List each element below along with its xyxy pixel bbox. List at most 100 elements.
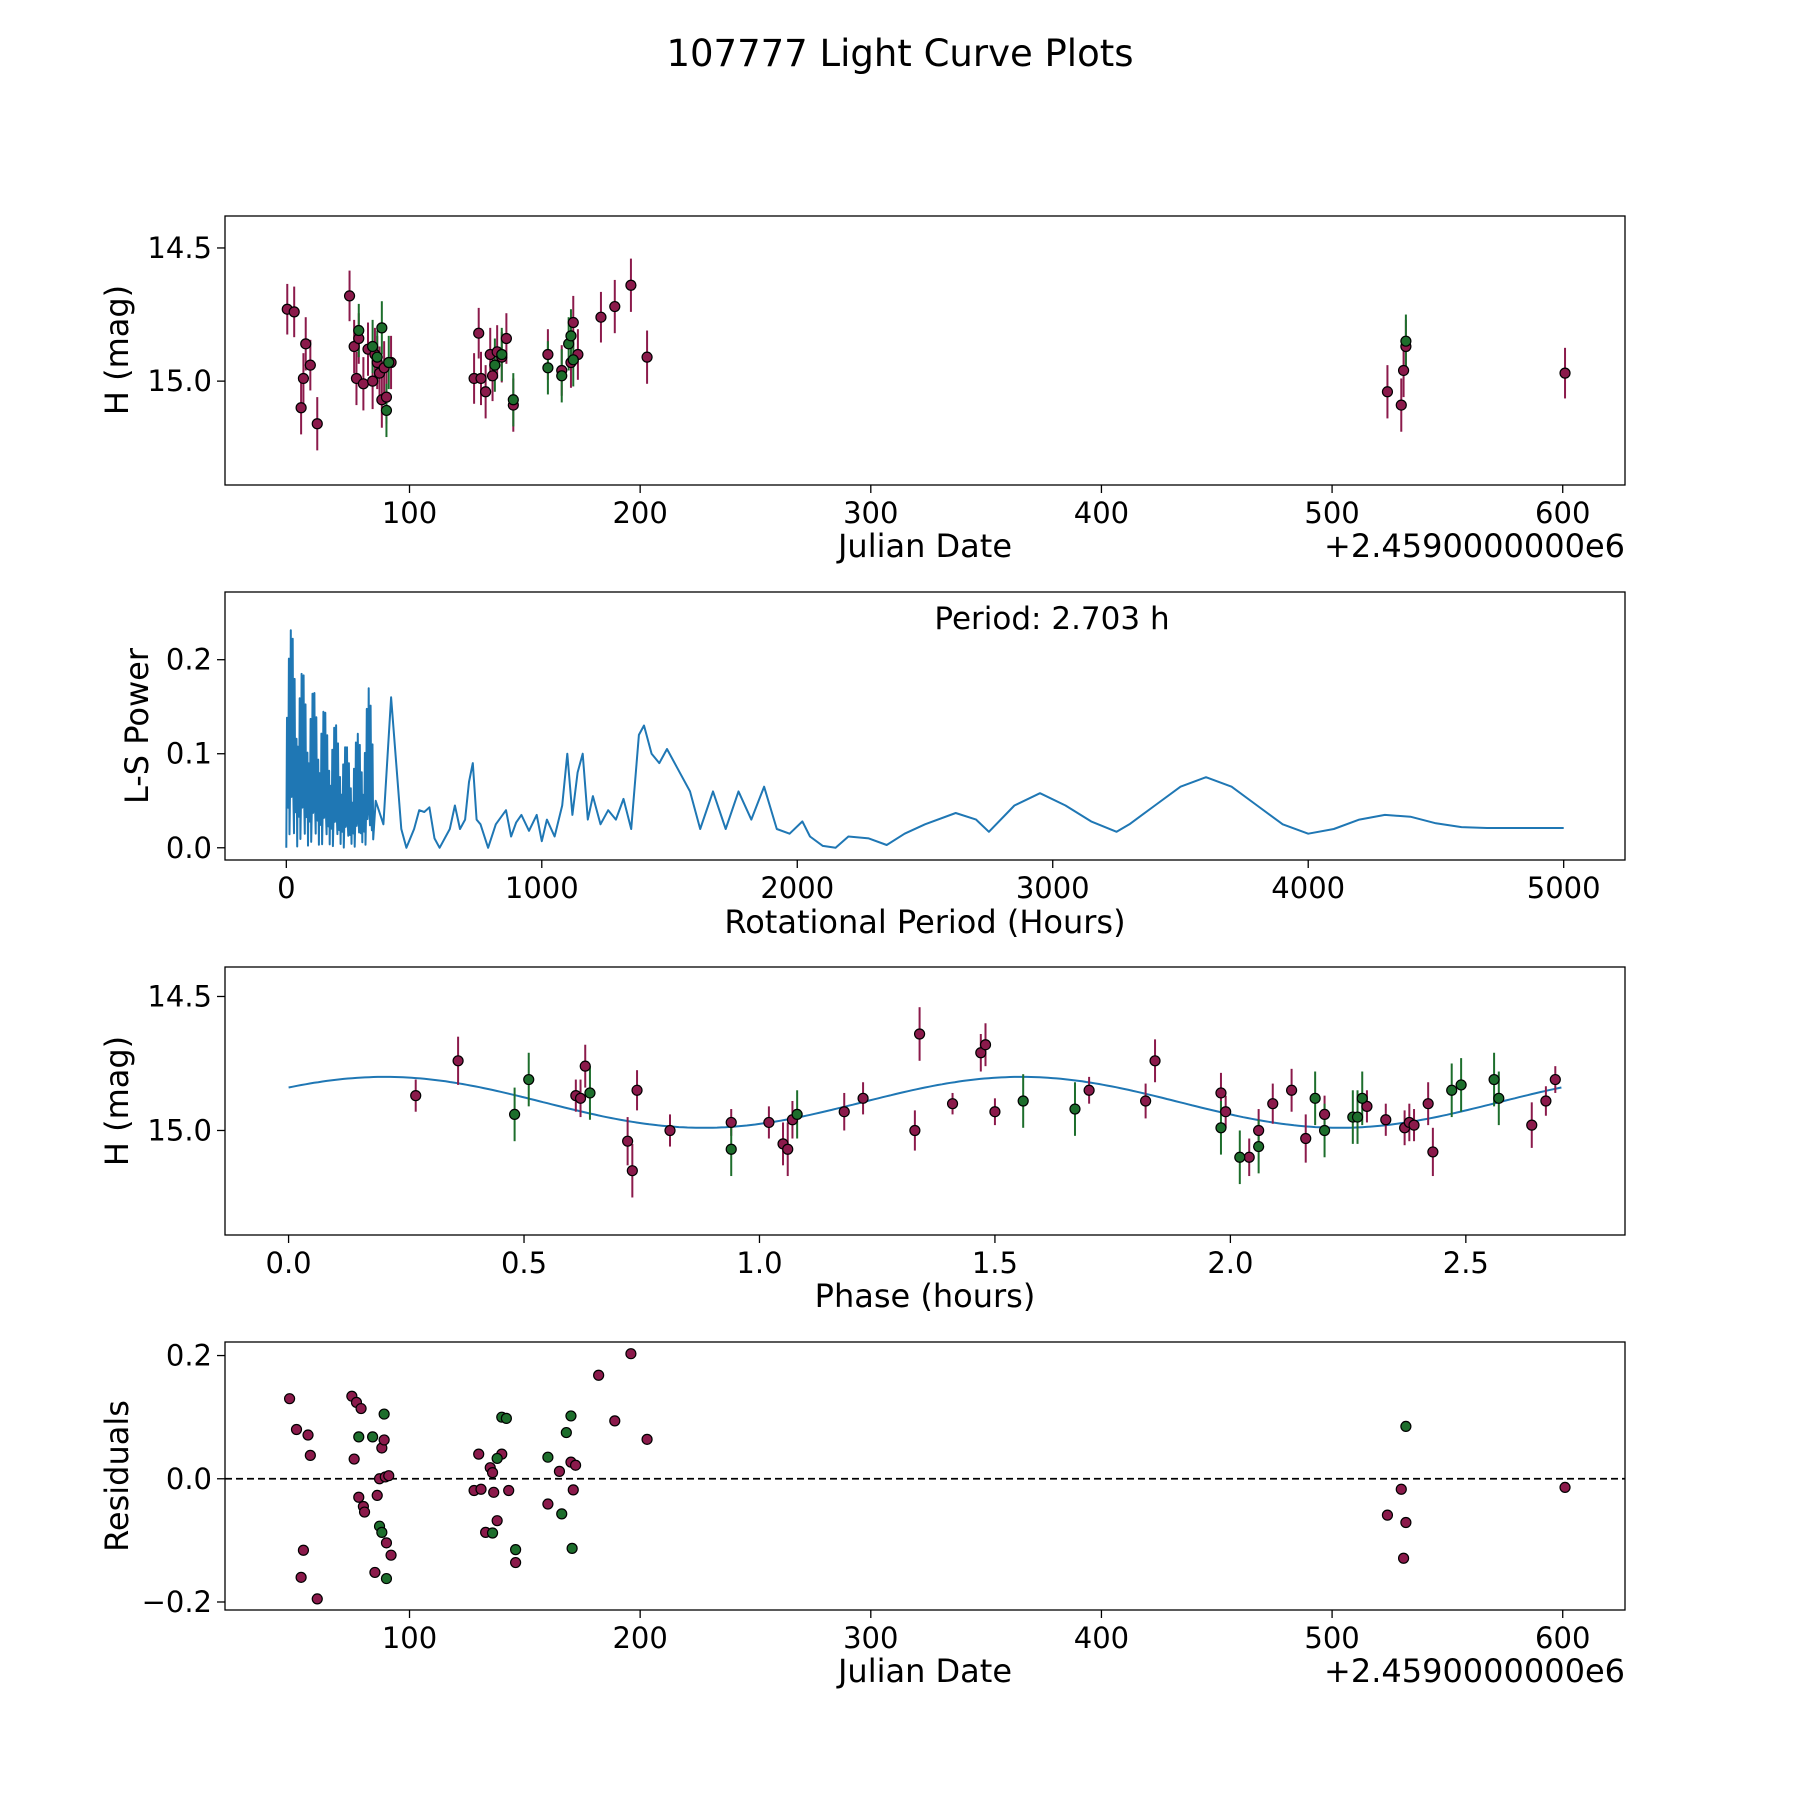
lightcurve-point (353, 324, 365, 337)
residuals-point (475, 1483, 487, 1495)
lightcurve-point (542, 348, 554, 361)
residuals-point (367, 1431, 379, 1443)
residuals-point (641, 1433, 653, 1445)
phased-point (1253, 1140, 1265, 1153)
phased-point (1427, 1146, 1439, 1158)
residuals-point (378, 1434, 390, 1446)
phased-point (989, 1106, 1001, 1118)
lightcurve-point (500, 332, 512, 345)
phased-point (509, 1108, 521, 1121)
residuals-point (569, 1459, 582, 1471)
lightcurve-point (486, 370, 499, 382)
phased-point (1069, 1103, 1081, 1115)
phased-point (1140, 1095, 1152, 1107)
periodogram-xtick-label: 2000 (760, 871, 834, 905)
phased-point (1215, 1122, 1227, 1134)
lightcurve-point (1400, 335, 1412, 347)
lightcurve-point (475, 372, 487, 385)
phased-point (946, 1098, 959, 1110)
lightcurve-point (297, 372, 310, 385)
residuals-point (609, 1415, 621, 1427)
phased-point (1422, 1098, 1434, 1110)
lightcurve-point (556, 370, 568, 382)
phased-point (1549, 1073, 1561, 1086)
phased-point (913, 1028, 926, 1040)
residuals-point (565, 1410, 577, 1422)
residuals-point (383, 1470, 395, 1482)
phased-point (725, 1143, 737, 1155)
lightcurve-point (295, 402, 307, 414)
residuals-point (358, 1506, 371, 1518)
periodogram-panel: 0 1000 2000 3000 4000 5000 0.0 0.1 0.2 Period: 2… (118, 591, 1626, 941)
residuals-point (304, 1449, 316, 1461)
phased-point (626, 1165, 638, 1177)
residuals-point (348, 1453, 360, 1465)
residuals-point (486, 1467, 499, 1479)
phased-xtick-label: 0.5 (501, 1246, 547, 1280)
lightcurve-point (1381, 386, 1394, 398)
phased-point (622, 1135, 634, 1147)
phased-point (791, 1108, 803, 1121)
phased-point (1309, 1092, 1321, 1104)
residuals-point (486, 1527, 499, 1539)
phased-point (857, 1092, 869, 1104)
phased-point (1526, 1119, 1538, 1131)
residuals-point (510, 1544, 522, 1556)
lightcurve-ticks: 100 200 300 400 500 600 15.0 14.5 (147, 231, 1590, 530)
phased-axes-frame (224, 966, 1626, 1236)
residuals-xtick-label: 500 (1304, 1621, 1359, 1655)
phased-xlabel: Phase (hours) (815, 1277, 1036, 1315)
phased-point (1488, 1073, 1500, 1086)
lightcurve-xtick-label: 500 (1304, 496, 1359, 530)
residuals-point (378, 1408, 390, 1420)
lightcurve-point (357, 378, 369, 390)
phased-point (979, 1039, 992, 1051)
lightcurve-point (343, 290, 356, 302)
residuals-point (376, 1526, 388, 1538)
residuals-point (369, 1566, 381, 1579)
phased-point (1318, 1124, 1331, 1137)
lightcurve-point (1395, 399, 1407, 411)
lightcurve-xtick-label: 100 (382, 496, 437, 530)
lightcurve-point (496, 348, 508, 361)
lightcurve-point (625, 279, 637, 291)
residuals-point (295, 1571, 307, 1583)
phased-point (1361, 1100, 1373, 1112)
residuals-point (1395, 1483, 1407, 1495)
periodogram-ytick-label: 0.0 (166, 831, 212, 865)
residuals-point (542, 1498, 554, 1510)
lightcurve-panel: 100 200 300 400 500 600 15.0 14.5 Julian Date +… (98, 215, 1626, 565)
residuals-ytick-label: −0.2 (142, 1585, 212, 1619)
phased-point (1540, 1095, 1552, 1107)
phased-point (1455, 1079, 1467, 1091)
residuals-point (503, 1484, 515, 1497)
residuals-point (491, 1452, 503, 1465)
periodogram-line (285, 629, 1564, 849)
phased-point (763, 1116, 775, 1129)
lightcurve-ytick-label: 15.0 (147, 364, 212, 398)
lightcurve-point (300, 338, 312, 350)
periodogram-ytick-label: 0.2 (166, 643, 212, 677)
phased-point (1408, 1119, 1420, 1131)
phased-point (1380, 1114, 1392, 1126)
lightcurve-point (311, 418, 323, 430)
phased-ytick-label: 15.0 (147, 1113, 212, 1147)
lightcurve-point (567, 354, 579, 366)
lightcurve-point (367, 340, 379, 353)
periodogram-ytick-label: 0.1 (166, 737, 212, 771)
lightcurve-xtick-label: 600 (1535, 496, 1590, 530)
phased-point (664, 1124, 676, 1137)
residuals-xlabel: Julian Date (836, 1652, 1012, 1690)
periodogram-ylabel: L-S Power (118, 647, 156, 804)
residuals-point (593, 1369, 605, 1381)
phased-ylabel: H (mag) (98, 1036, 136, 1166)
lightcurve-ytick-label: 14.5 (147, 231, 212, 265)
figure-title: 107777 Light Curve Plots (666, 32, 1133, 75)
residuals-axes-frame (224, 1341, 1626, 1611)
lightcurve-point (371, 351, 383, 363)
lightcurve-point (480, 386, 492, 398)
phased-xtick-label: 1.0 (736, 1246, 782, 1280)
residuals-point (567, 1484, 579, 1496)
periodogram-xtick-label: 0 (277, 871, 295, 905)
phased-point (975, 1047, 987, 1059)
